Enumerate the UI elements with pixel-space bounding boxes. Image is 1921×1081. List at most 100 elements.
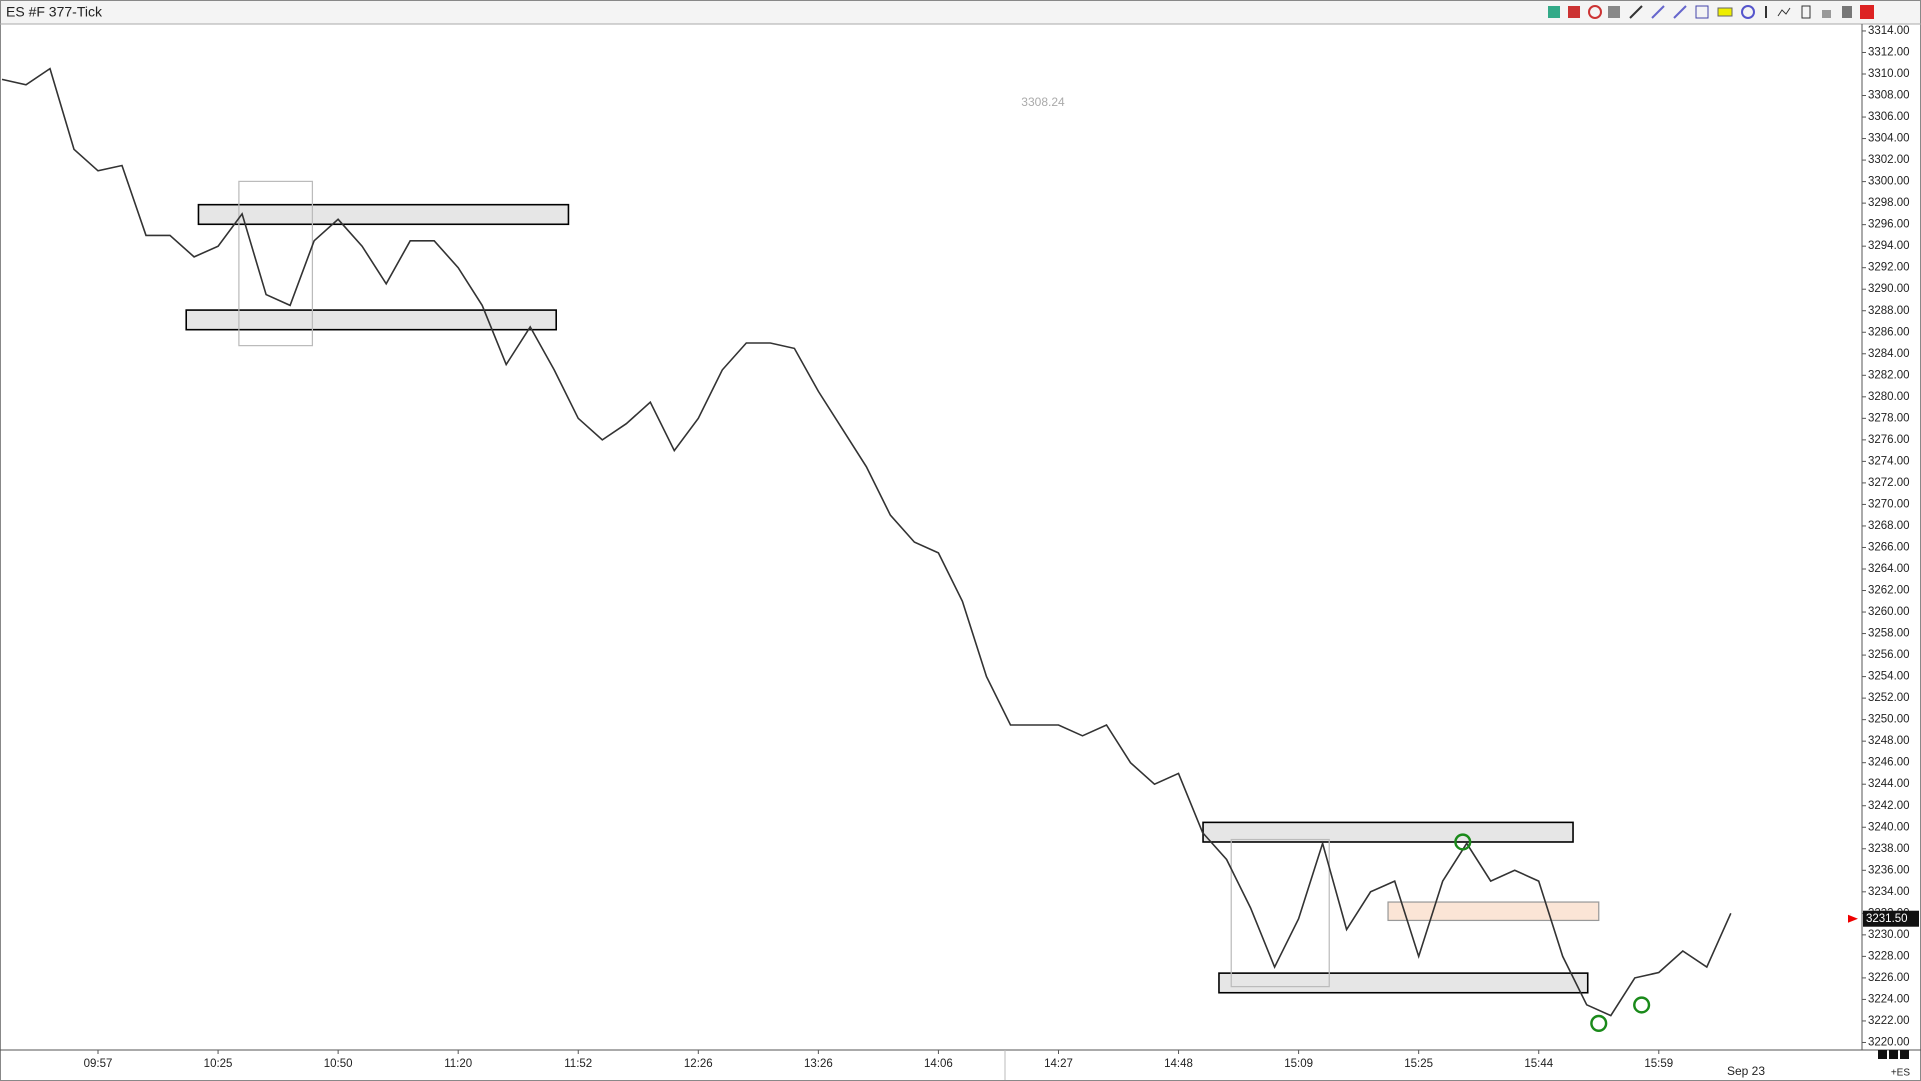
price-line	[1, 67, 1732, 1017]
y-tick-label: 3220.00	[1868, 1036, 1910, 1048]
corner-button[interactable]	[1878, 1050, 1887, 1059]
annotation: 3308.24	[1021, 95, 1065, 109]
y-tick-label: 3230.00	[1868, 929, 1910, 941]
tool-icon[interactable]	[1801, 5, 1811, 19]
y-tick-label: 3290.00	[1868, 283, 1910, 295]
tool-icon[interactable]	[1695, 5, 1709, 19]
y-tick-label: 3264.00	[1868, 563, 1910, 575]
y-tick-label: 3254.00	[1868, 671, 1910, 683]
drawing-objects	[185, 180, 1600, 994]
y-tick-label: 3228.00	[1868, 950, 1910, 962]
x-tick-label: 12:26	[684, 1058, 713, 1070]
signal-circle	[1454, 833, 1472, 851]
tool-icon[interactable]	[1673, 5, 1687, 19]
tool-icon[interactable]	[1822, 10, 1831, 18]
tool-icon[interactable]	[1568, 6, 1580, 18]
signal-markers	[1454, 833, 1651, 1032]
y-tick-label: 3240.00	[1868, 821, 1910, 833]
corner-button[interactable]	[1889, 1050, 1898, 1059]
toolbar[interactable]	[1548, 5, 1874, 19]
x-tick-label: 10:25	[204, 1058, 233, 1070]
x-tick-label: 11:52	[564, 1058, 592, 1070]
tool-icon[interactable]	[1717, 7, 1733, 17]
symbol-label: +ES	[1891, 1068, 1911, 1079]
y-tick-label: 3312.00	[1868, 47, 1910, 59]
y-tick-label: 3262.00	[1868, 585, 1910, 597]
last-price-label: 3231.50	[1866, 913, 1908, 925]
y-tick-label: 3288.00	[1868, 305, 1910, 317]
tool-icon[interactable]	[1629, 5, 1643, 19]
y-tick-label: 3236.00	[1868, 864, 1910, 876]
y-tick-label: 3272.00	[1868, 477, 1910, 489]
tool-icon[interactable]	[1608, 6, 1620, 18]
range-box[interactable]	[238, 180, 314, 347]
y-tick-label: 3244.00	[1868, 778, 1910, 790]
last-price-box	[1863, 910, 1919, 927]
x-tick-label: 14:48	[1164, 1058, 1193, 1070]
y-tick-label: 3296.00	[1868, 219, 1910, 231]
y-tick-label: 3314.00	[1868, 25, 1910, 37]
y-tick-label: 3246.00	[1868, 757, 1910, 769]
tool-icon[interactable]	[1588, 5, 1602, 19]
y-tick-label: 3308.00	[1868, 90, 1910, 102]
plot	[1, 67, 1732, 1017]
y-tick-label: 3294.00	[1868, 240, 1910, 252]
y-tick-label: 3242.00	[1868, 800, 1910, 812]
tool-icon[interactable]	[1651, 5, 1665, 19]
y-tick-label: 3238.00	[1868, 843, 1910, 855]
y-tick-label: 3298.00	[1868, 197, 1910, 209]
y-tick-label: 3226.00	[1868, 972, 1910, 984]
y-tick-label: 3276.00	[1868, 434, 1910, 446]
last-price-arrow	[1848, 914, 1858, 923]
y-tick-label: 3300.00	[1868, 176, 1910, 188]
y-tick-label: 3260.00	[1868, 606, 1910, 618]
y-tick-label: 3284.00	[1868, 348, 1910, 360]
tool-icon[interactable]	[1741, 5, 1755, 19]
tool-icon[interactable]	[1842, 6, 1852, 18]
y-tick-label: 3278.00	[1868, 412, 1910, 424]
zone[interactable]	[1218, 972, 1589, 994]
x-tick-label: 15:25	[1404, 1058, 1433, 1070]
zone[interactable]	[185, 309, 557, 331]
y-tick-label: 3306.00	[1868, 111, 1910, 123]
corner-button[interactable]	[1900, 1050, 1909, 1059]
x-tick-label: 15:59	[1644, 1058, 1673, 1070]
zone[interactable]	[1387, 901, 1600, 922]
corner-buttons[interactable]	[1878, 1050, 1909, 1059]
y-tick-label: 3302.00	[1868, 154, 1910, 166]
title-bar	[1, 1, 1920, 24]
y-tick-label: 3270.00	[1868, 498, 1910, 510]
y-tick-label: 3258.00	[1868, 628, 1910, 640]
y-tick-label: 3286.00	[1868, 326, 1910, 338]
x-tick-label: 09:57	[84, 1058, 113, 1070]
y-tick-label: 3250.00	[1868, 714, 1910, 726]
close-button[interactable]	[1860, 5, 1874, 19]
y-tick-label: 3248.00	[1868, 735, 1910, 747]
y-tick-label: 3256.00	[1868, 649, 1910, 661]
date-label: Sep 23	[1727, 1064, 1765, 1078]
y-tick-label: 3268.00	[1868, 520, 1910, 532]
chart-title: ES #F 377-Tick	[6, 4, 103, 20]
y-tick-label: 3224.00	[1868, 993, 1910, 1005]
x-tick-label: 14:06	[924, 1058, 953, 1070]
x-tick-label: 15:44	[1524, 1058, 1553, 1070]
signal-circle	[1590, 1014, 1608, 1032]
y-tick-label: 3234.00	[1868, 886, 1910, 898]
x-tick-label: 10:50	[324, 1058, 353, 1070]
tool-icon[interactable]	[1548, 6, 1560, 18]
x-tick-label: 15:09	[1284, 1058, 1313, 1070]
y-tick-label: 3310.00	[1868, 68, 1910, 80]
y-tick-label: 3252.00	[1868, 692, 1910, 704]
range-box[interactable]	[1230, 838, 1330, 988]
x-tick-label: 13:26	[804, 1058, 833, 1070]
tool-icon[interactable]	[1777, 7, 1791, 17]
y-tick-label: 3280.00	[1868, 391, 1910, 403]
x-tick-label: 14:27	[1044, 1058, 1073, 1070]
x-tick-label: 11:20	[444, 1058, 472, 1070]
y-tick-label: 3282.00	[1868, 369, 1910, 381]
y-tick-label: 3292.00	[1868, 262, 1910, 274]
zone[interactable]	[197, 203, 570, 226]
y-tick-label: 3304.00	[1868, 133, 1910, 145]
